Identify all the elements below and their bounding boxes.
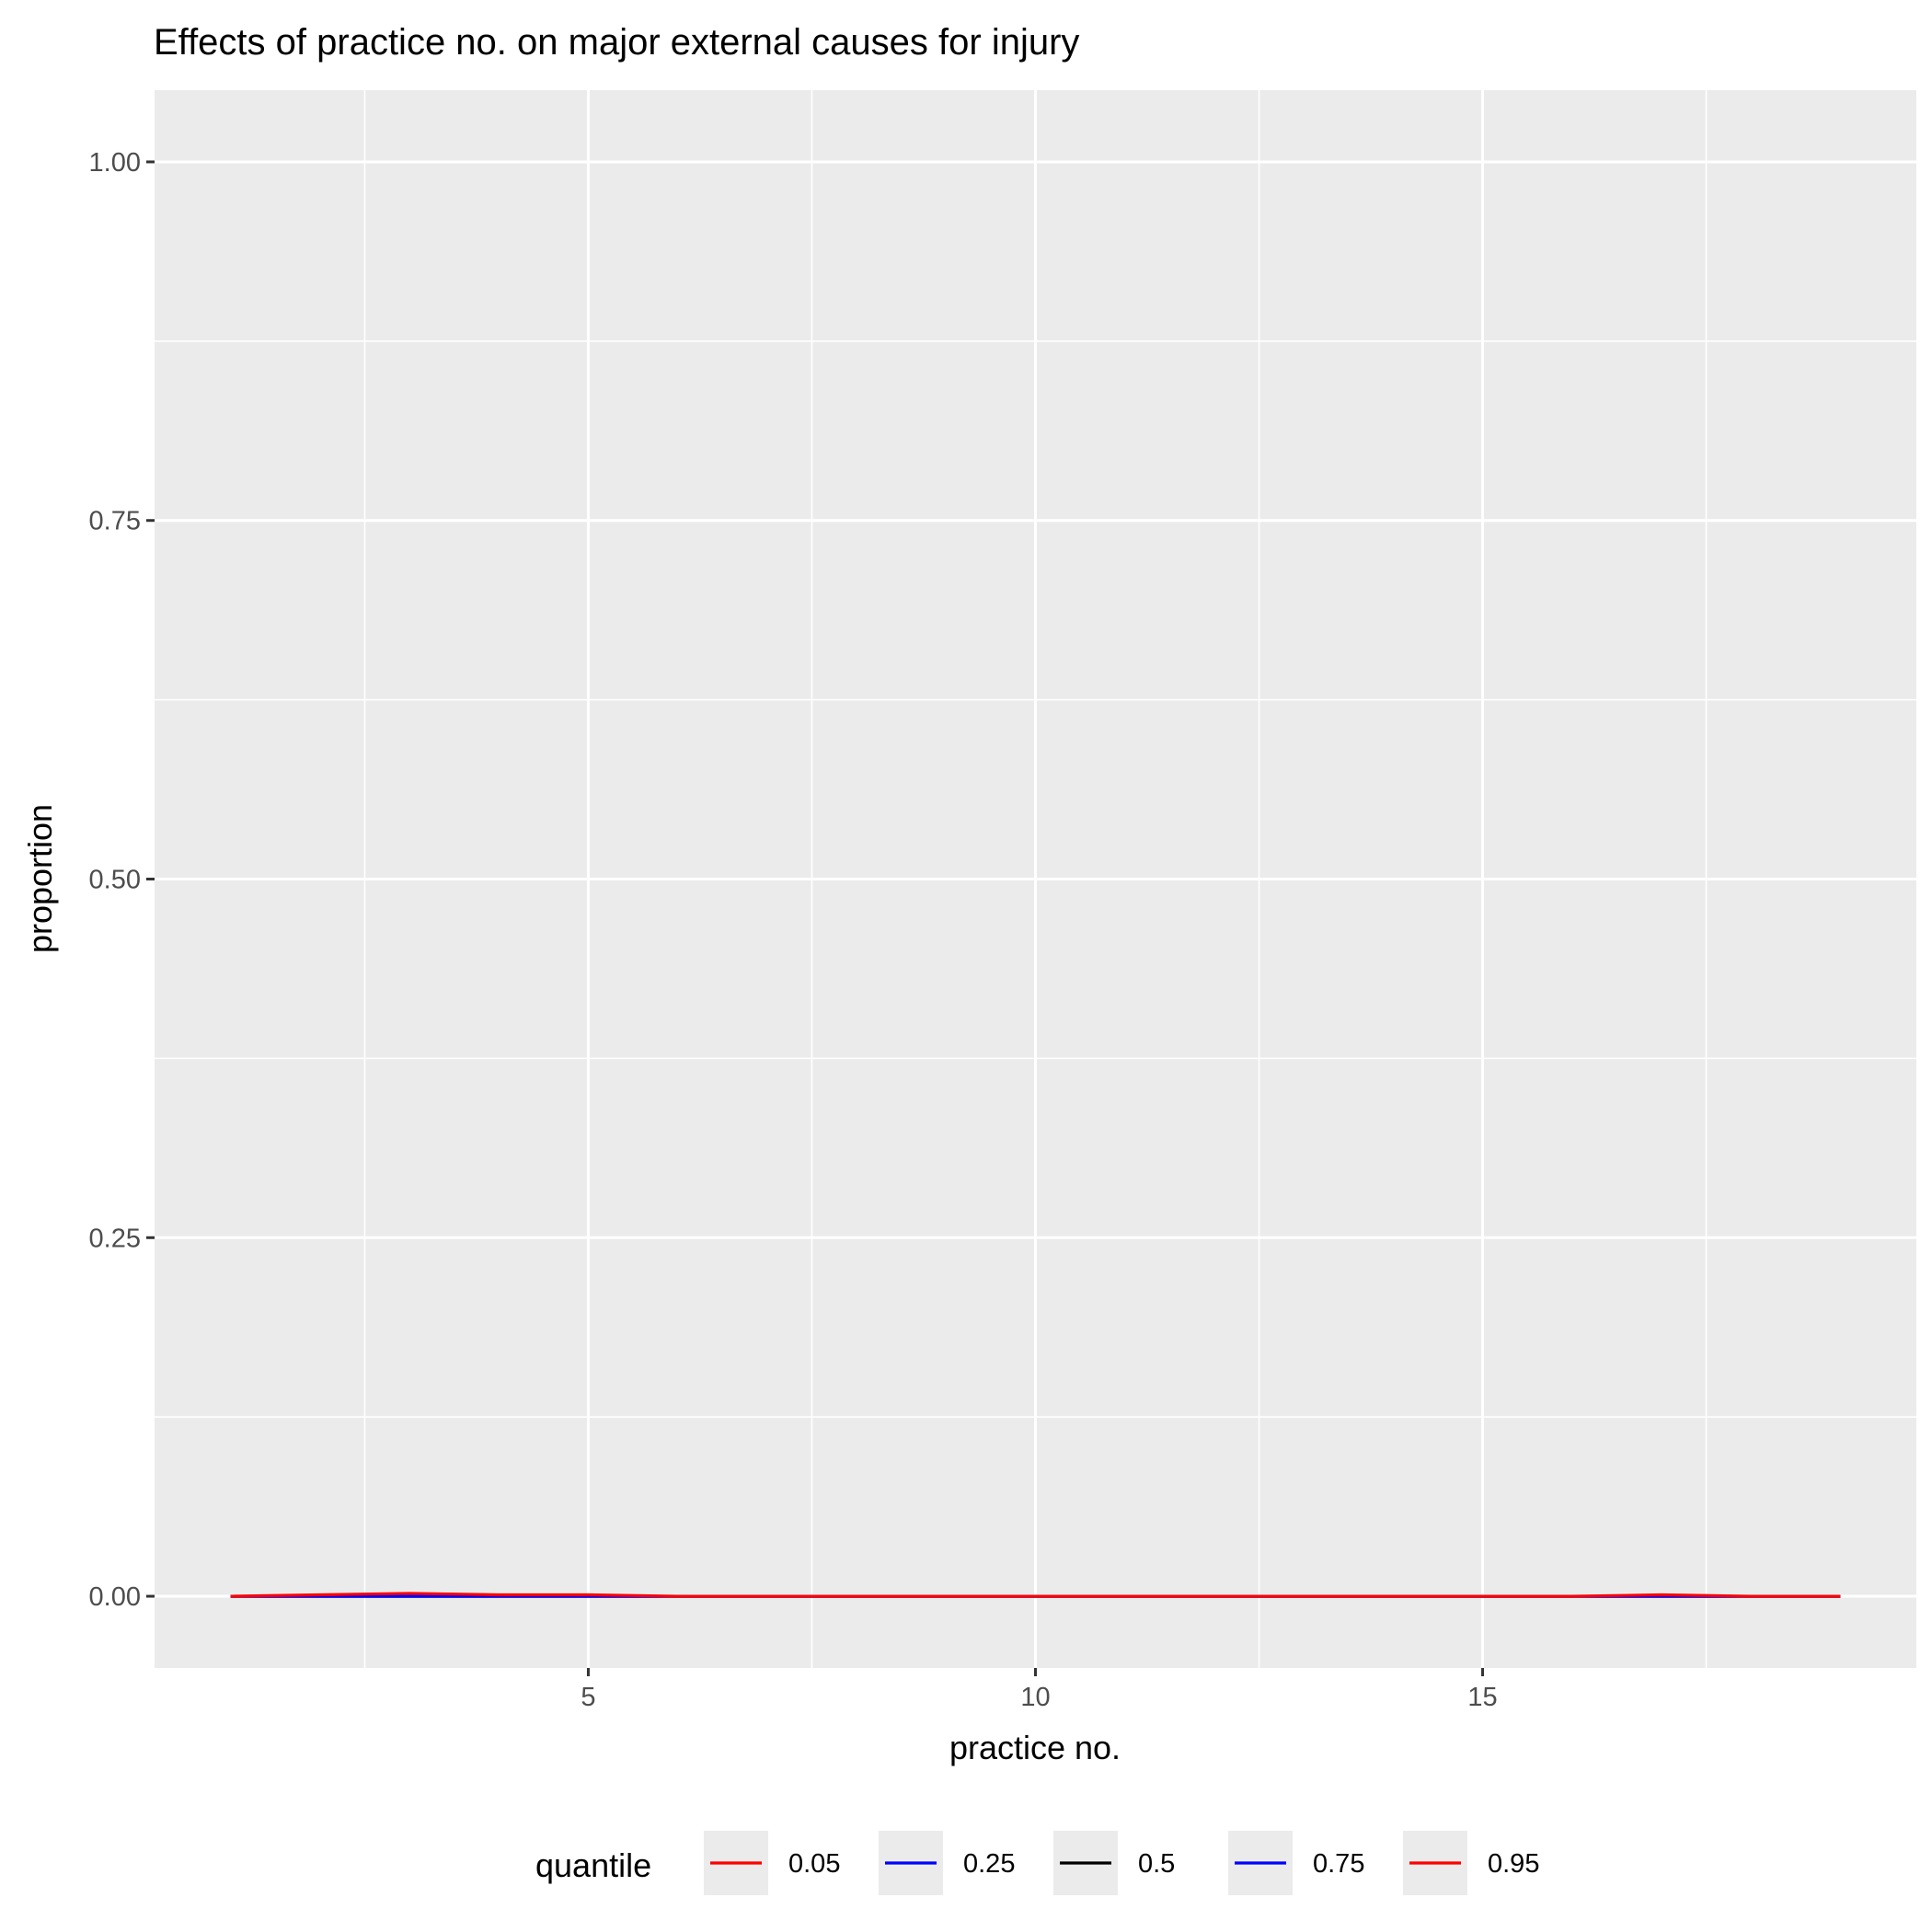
y-axis-title: proportion [21, 804, 59, 953]
x-axis-title: practice no. [949, 1729, 1121, 1766]
legend-label: 0.75 [1313, 1849, 1364, 1879]
legend-label: 0.25 [963, 1849, 1015, 1879]
legend-label: 0.95 [1488, 1849, 1539, 1879]
x-tick-label: 15 [1467, 1683, 1497, 1712]
y-tick-label: 0.75 [89, 507, 141, 536]
y-tick-label: 1.00 [89, 148, 141, 178]
y-tick-label: 0.50 [89, 866, 141, 895]
legend-label: 0.05 [788, 1849, 840, 1879]
legend-label: 0.5 [1138, 1849, 1175, 1879]
y-tick-label: 0.00 [89, 1582, 141, 1612]
series-line-0-95 [230, 1592, 1841, 1598]
x-tick-label: 5 [581, 1683, 595, 1712]
legend-title: quantile [535, 1846, 651, 1884]
series-lines [230, 1592, 1841, 1598]
legend: quantile 0.05 0.25 0.5 0.75 0.95 [535, 1831, 1539, 1895]
chart-title: Effects of practice no. on major externa… [154, 22, 1079, 63]
x-axis: 5 10 15 [581, 1668, 1498, 1712]
x-tick-label: 10 [1020, 1683, 1050, 1712]
y-tick-label: 0.25 [89, 1224, 141, 1253]
y-axis: 0.00 0.25 0.50 0.75 1.00 [89, 148, 155, 1612]
